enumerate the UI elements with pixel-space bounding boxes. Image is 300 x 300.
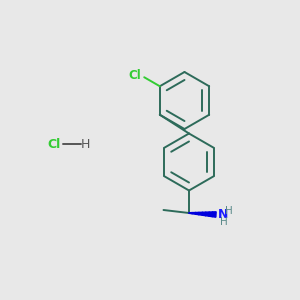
Text: Cl: Cl bbox=[128, 69, 141, 82]
Polygon shape bbox=[196, 212, 199, 215]
Polygon shape bbox=[206, 212, 209, 216]
Text: N: N bbox=[218, 208, 228, 221]
Text: H: H bbox=[225, 206, 233, 216]
Text: Cl: Cl bbox=[47, 137, 61, 151]
Text: H: H bbox=[220, 217, 228, 227]
Polygon shape bbox=[212, 212, 216, 217]
Polygon shape bbox=[189, 213, 192, 214]
Polygon shape bbox=[209, 212, 213, 217]
Text: H: H bbox=[81, 137, 90, 151]
Polygon shape bbox=[192, 212, 196, 214]
Polygon shape bbox=[202, 212, 206, 216]
Polygon shape bbox=[199, 212, 203, 215]
